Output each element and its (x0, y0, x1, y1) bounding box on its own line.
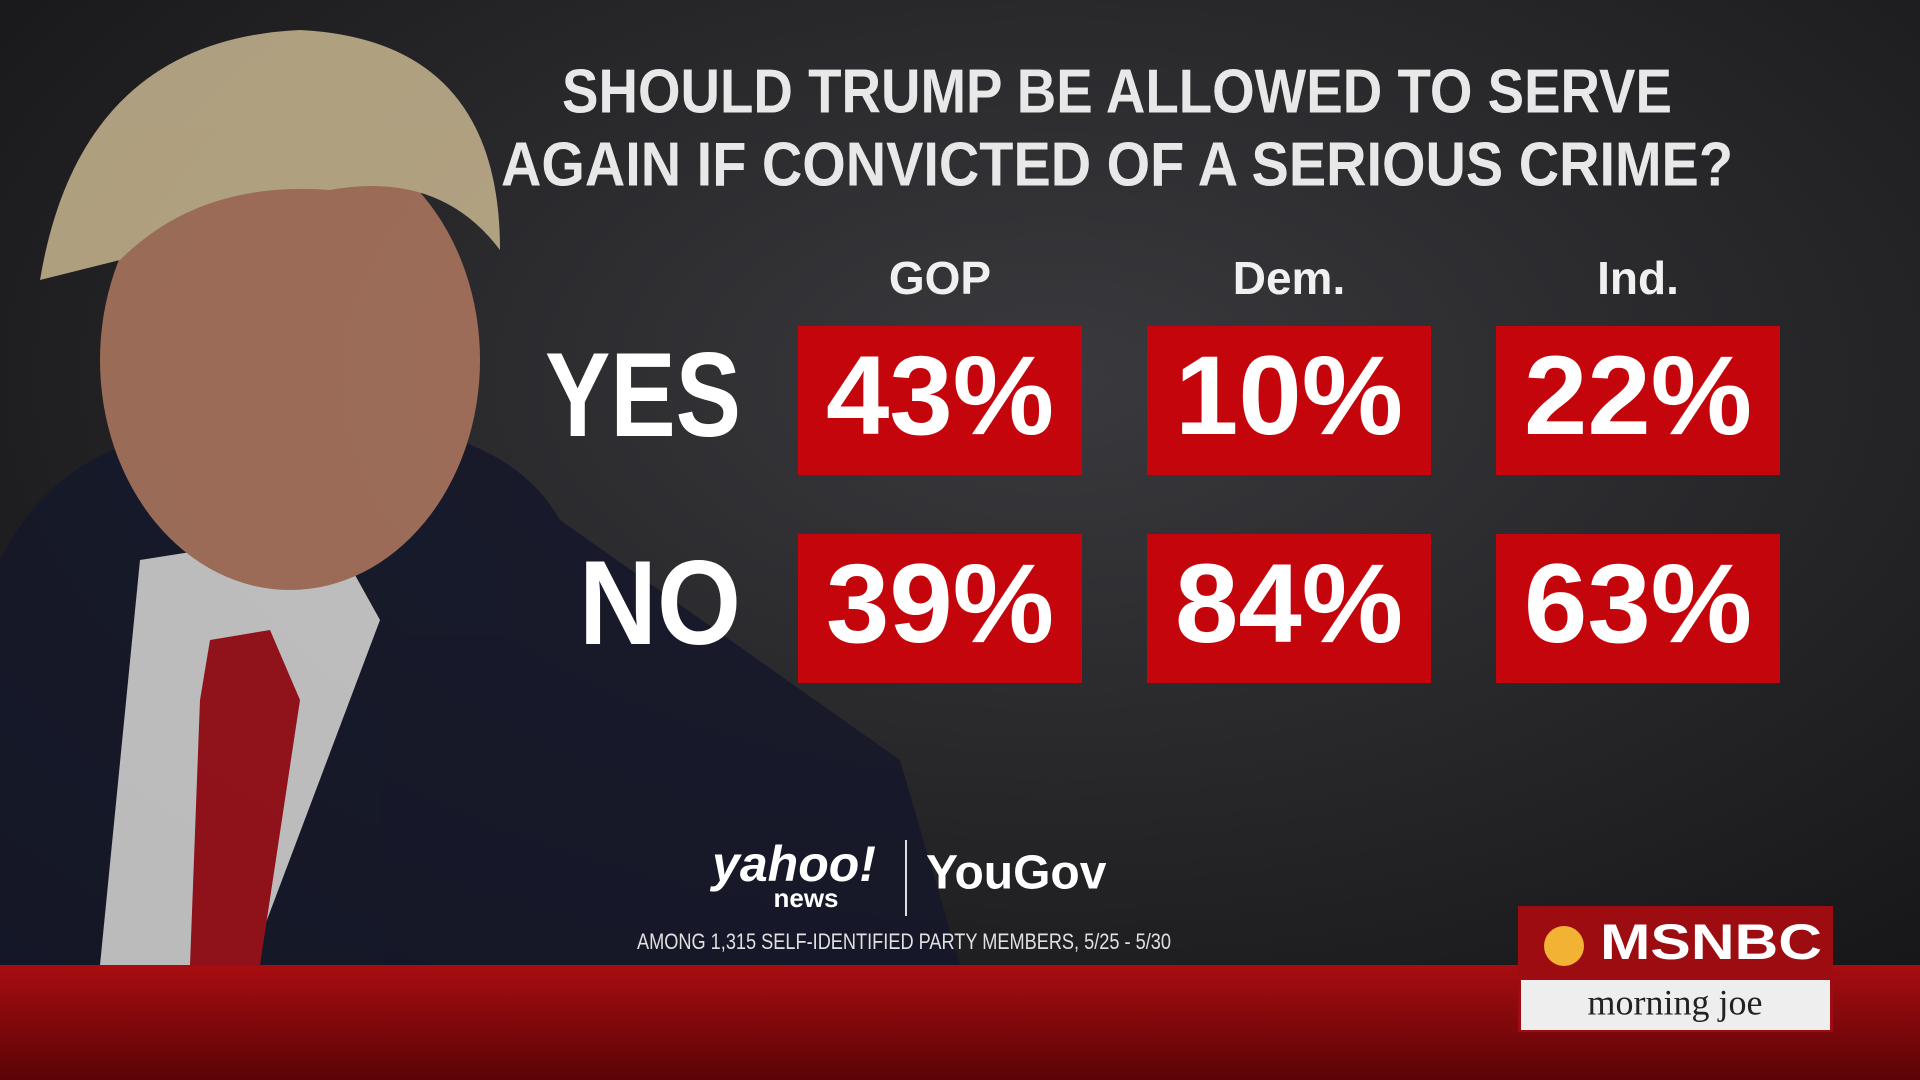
row-label: YES (545, 328, 741, 462)
cell-value: 22% (1524, 333, 1752, 458)
cell-box (1496, 534, 1780, 683)
cell-box (798, 534, 1082, 683)
network-bug: MSNBC morning joe (1518, 906, 1833, 1032)
cell-box (1496, 326, 1780, 475)
peacock (1544, 926, 1584, 966)
show-strip (1521, 980, 1830, 1030)
source: yahoo! news YouGov AMONG 1,315 SELF-IDEN… (637, 836, 1171, 954)
row-label: NO (579, 536, 741, 670)
portrait (0, 30, 960, 965)
title-line: AGAIN IF CONVICTED OF A SERIOUS CRIME? (501, 130, 1733, 199)
cell-value: 10% (1175, 333, 1403, 458)
cell-box (1147, 534, 1431, 683)
cell-box (1147, 326, 1431, 475)
cell-box (798, 326, 1082, 475)
cell-value: 43% (826, 333, 1054, 458)
brand-sub: news (773, 883, 838, 913)
network-name: MSNBC (1600, 914, 1822, 970)
brand-logo: yahoo! (709, 836, 876, 892)
partner-logo: YouGov (926, 847, 1107, 900)
results-table: GOP Dem. Ind. YES 43% 10% 22% NO 39% 84% 63% (545, 252, 1780, 683)
cell-value: 84% (1175, 541, 1403, 666)
column-header: GOP (889, 252, 991, 304)
column-header: Ind. (1597, 252, 1679, 304)
title-line: SHOULD TRUMP BE ALLOWED TO SERVE (562, 57, 1672, 126)
source-note: AMONG 1,315 SELF-IDENTIFIED PARTY MEMBER… (637, 929, 1171, 954)
show-name: morning joe (1588, 982, 1763, 1022)
cell-value: 39% (826, 541, 1054, 666)
cell-value: 63% (1524, 541, 1752, 666)
column-header: Dem. (1233, 252, 1345, 304)
